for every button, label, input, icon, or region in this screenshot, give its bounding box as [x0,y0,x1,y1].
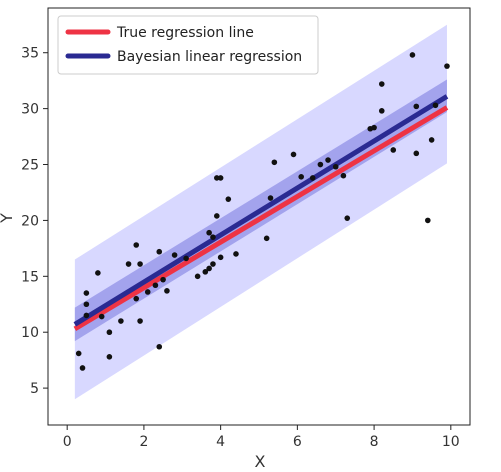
y-tick-label: 30 [21,102,39,118]
data-point [156,343,163,350]
data-point [83,301,90,308]
legend-true-line-label: True regression line [116,25,254,41]
data-point [290,151,297,158]
data-point [325,157,331,163]
data-point [390,147,397,153]
y-tick-label: 10 [21,325,39,341]
x-tick-label: 0 [63,434,72,450]
data-point [378,81,385,87]
data-point [118,318,124,324]
data-point [263,235,270,242]
data-point [378,108,385,114]
x-tick-label: 8 [370,434,379,450]
data-point [95,270,101,276]
data-point [152,282,159,289]
data-point [344,215,351,221]
legend-bayes-line-label: Bayesian linear regression [117,49,302,65]
data-point [214,175,220,181]
data-point [225,196,232,202]
data-point [210,234,216,240]
data-point [164,288,170,294]
data-point [125,261,132,267]
bayesian-regression-line [73,94,449,327]
y-tick-label: 35 [21,46,39,62]
data-point [137,318,143,324]
data-point [83,290,90,296]
data-point [79,365,86,371]
legend-box [57,15,319,75]
legend: True regression line Bayesian linear reg… [57,15,319,75]
data-point [202,269,209,275]
axes: 0 2 4 6 8 10 5 10 15 20 25 30 35 [21,7,471,450]
data-point [156,248,163,255]
y-tick-label: 15 [21,269,39,285]
data-point [332,163,339,170]
x-tick-label: 6 [293,434,302,450]
data-point [75,350,82,357]
data-point [144,289,151,295]
data-point [106,329,113,336]
y-tick-label: 20 [21,213,39,229]
data-point [83,312,90,319]
data-point [217,254,224,261]
x-tick-label: 10 [442,434,460,450]
data-point [171,252,178,258]
plot-area [73,24,450,400]
data-point [444,63,450,69]
data-point [271,159,278,166]
data-point [183,255,189,262]
y-tick-label: 5 [30,381,39,397]
data-point [425,217,431,224]
data-point [432,102,439,109]
data-point [413,150,420,157]
data-point [298,174,305,180]
data-point [233,251,239,257]
data-point [206,265,212,272]
data-point [214,213,220,219]
data-point [267,195,274,201]
data-point [206,229,212,236]
y-tick-label: 25 [21,158,39,174]
data-point [210,261,216,267]
data-point [106,354,113,360]
true-regression-line [73,105,449,332]
x-tick-label: 4 [216,434,225,450]
data-point [137,261,143,267]
data-point [409,52,416,58]
data-point [160,276,166,283]
x-tick-label: 2 [139,434,148,450]
data-point [371,124,377,131]
y-axis-title: Y [0,213,16,224]
data-point [217,175,224,181]
data-point [194,273,201,280]
data-point [309,175,316,181]
data-point [317,161,324,168]
data-point [133,295,140,302]
data-point [413,103,420,110]
x-axis-title: X [255,452,266,471]
data-point [98,313,105,320]
plot-frame [47,7,471,426]
data-point [133,242,140,248]
data-point [340,172,347,179]
data-point [428,137,435,143]
